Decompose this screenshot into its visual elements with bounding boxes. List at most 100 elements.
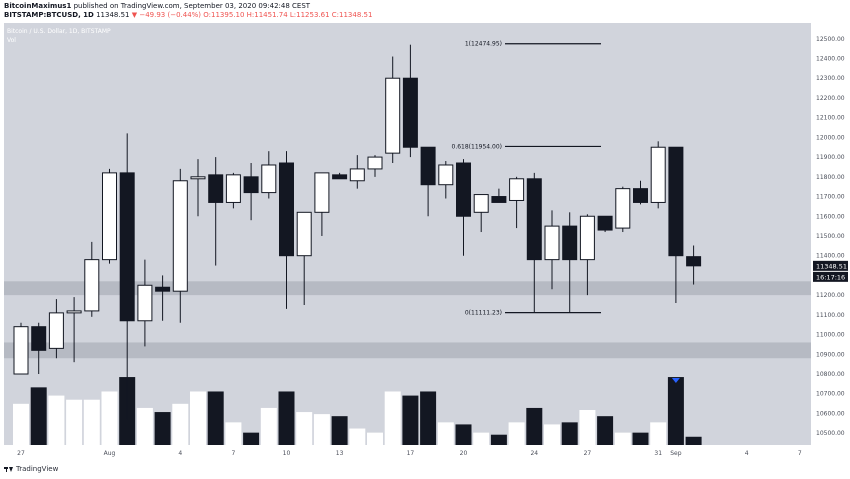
candle [155,275,171,321]
volume-bar [30,387,47,445]
volume-bar [490,434,507,445]
candle [137,259,153,347]
candle-body [296,211,312,257]
candle [456,159,471,256]
candle [402,44,418,158]
candle [491,188,507,203]
author-name[interactable]: BitcoinMaximus1 [4,2,72,10]
price-tick-label: 12400.00 [816,55,845,62]
price-tick-label: 11800.00 [816,174,845,181]
candle-body [349,168,365,182]
volume-bar [243,432,260,445]
candle [261,151,277,199]
candle [509,176,525,229]
countdown-tag [813,271,848,282]
candle-body [119,172,135,322]
candle [686,245,702,285]
price-tick-label: 11000.00 [816,332,845,339]
volume-bar [13,403,29,445]
volume-bar [597,416,614,445]
volume-bar [632,432,649,445]
price-tick-label: 11600.00 [816,213,845,220]
volume-bar [331,416,348,445]
candle-body [668,146,684,257]
last-price-tag [813,260,848,271]
volume-bar [614,432,631,445]
brand-name: TradingView [16,465,59,473]
price-tick-label: 11700.00 [816,194,845,201]
volume-bar [313,414,330,445]
candle-body [190,176,206,180]
candle [544,210,560,290]
volume-label: Vol [7,37,16,44]
candle-body [526,178,542,261]
candle-body [562,225,578,261]
candle-body [314,172,330,213]
candle [526,172,542,313]
volume-bar [473,432,490,445]
price-tick-label: 12500.00 [816,36,845,43]
candle [66,297,82,363]
candle [385,56,401,164]
candle [279,151,294,309]
candle-body [456,162,471,217]
last-price-text: 11348.51 [93,11,132,19]
candle [48,299,64,359]
fib-level-label: 1(12474.95) [465,41,502,48]
price-tick-label: 12000.00 [816,134,845,141]
time-tick-label: 7 [231,450,235,457]
price-tick-label: 10500.00 [816,430,845,437]
time-tick-label: 13 [336,450,344,457]
candle [119,133,135,420]
volume-bar [190,391,206,445]
candle [562,212,578,313]
candle [172,168,188,323]
price-axis-background [811,0,848,479]
time-tick-label: 24 [530,450,538,457]
price-tick-label: 10800.00 [816,371,845,378]
signal-arrow-icon [671,378,680,383]
candle-body [367,156,383,170]
volume-bar [437,422,454,445]
time-tick-label: 7 [798,450,802,457]
symbol-info: BITSTAMP:BTCUSD, 1D 11348.51 ▼ −49.93 (−… [4,11,372,20]
volume-bar [685,436,702,445]
time-tick-label: 4 [178,450,182,457]
candle-body [633,188,648,203]
candle-body [615,188,631,229]
candle-body [385,77,401,154]
volume-bar [83,399,100,445]
volume-bar [349,428,366,445]
price-change-text: ▼ −49.93 (−0.44%) O:11395.10 H:11451.74 … [131,11,373,19]
candle [650,141,666,209]
volume-bar [172,403,189,445]
candle [296,211,312,305]
price-tick-label: 11400.00 [816,253,845,260]
candle [349,155,365,189]
volume-bar [136,407,153,445]
volume-bar [526,407,543,445]
candle-body [31,326,47,351]
candle-body [13,326,29,375]
volume-bar [48,395,65,445]
candle-body [650,146,666,203]
candle [420,146,436,217]
candle-body [686,256,702,267]
price-tick-label: 10600.00 [816,410,845,417]
candle-body [597,215,613,231]
candle-body [332,174,348,180]
candle-body [509,178,525,201]
pane-title: Bitcoin / U.S. Dollar, 1D, BITSTAMP [7,28,111,35]
candle-body [172,180,188,292]
volume-bar [420,391,437,445]
volume-bar [278,391,295,445]
candle-body [155,286,171,292]
fib-level-label: 0.618(11954.00) [452,143,503,150]
candle-body [473,194,489,213]
time-tick-label: 4 [745,450,749,457]
volume-bar [66,399,83,445]
candle-body [261,164,277,194]
fib-level-label: 0(11111.23) [465,310,502,317]
volume-bar [154,412,171,445]
